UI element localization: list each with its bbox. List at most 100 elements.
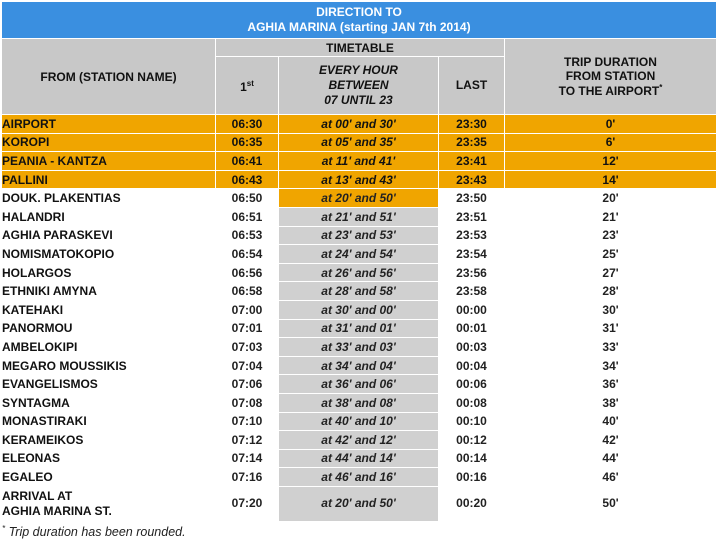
last-departure: 00:08 bbox=[438, 392, 505, 413]
hourly-schedule: at 20' and 50' bbox=[278, 188, 439, 208]
first-departure: 07:20 bbox=[215, 485, 279, 522]
table-row: PANORMOU 07:01 at 31' and 01' 00:01 31' bbox=[1, 318, 717, 339]
direction-subtitle: AGHIA MARINA (starting JAN 7th 2014) bbox=[247, 20, 471, 34]
column-header-first: 1st bbox=[215, 56, 279, 115]
trip-duration: 23' bbox=[504, 225, 717, 246]
last-departure: 23:51 bbox=[438, 206, 505, 227]
first-departure: 07:16 bbox=[215, 467, 279, 487]
trip-duration: 12' bbox=[504, 151, 717, 171]
duration-header-line2: FROM STATION bbox=[565, 69, 656, 83]
last-departure: 00:10 bbox=[438, 411, 505, 432]
column-header-last: LAST bbox=[438, 56, 505, 115]
station-name: AIRPORT bbox=[1, 114, 216, 134]
duration-header-line3: TO THE AIRPORT* bbox=[558, 83, 663, 98]
hourly-schedule: at 23' and 53' bbox=[278, 225, 439, 246]
trip-duration: 0' bbox=[504, 114, 717, 134]
table-row: KOROPI 06:35 at 05' and 35' 23:35 6' bbox=[1, 132, 717, 153]
last-departure: 00:12 bbox=[438, 430, 505, 450]
station-name: KERAMEIKOS bbox=[1, 430, 216, 450]
hourly-schedule: at 26' and 56' bbox=[278, 262, 439, 283]
trip-duration: 34' bbox=[504, 355, 717, 376]
hourly-schedule: at 21' and 51' bbox=[278, 206, 439, 227]
last-departure: 00:14 bbox=[438, 448, 505, 469]
hourly-schedule: at 05' and 35' bbox=[278, 132, 439, 153]
trip-duration: 40' bbox=[504, 411, 717, 432]
first-departure: 06:56 bbox=[215, 262, 279, 283]
table-row: AGHIA PARASKEVI 06:53 at 23' and 53' 23:53 2… bbox=[1, 225, 717, 246]
last-departure: 23:53 bbox=[438, 225, 505, 246]
last-departure: 00:04 bbox=[438, 355, 505, 376]
table-row: EGALEO 07:16 at 46' and 16' 00:16 46' bbox=[1, 467, 717, 487]
table-row: KERAMEIKOS 07:12 at 42' and 12' 00:12 42' bbox=[1, 430, 717, 450]
hourly-schedule: at 33' and 03' bbox=[278, 337, 439, 357]
duration-header-line1: TRIP DURATION bbox=[564, 55, 657, 69]
trip-duration: 27' bbox=[504, 262, 717, 283]
last-departure: 00:20 bbox=[438, 485, 505, 522]
first-departure: 06:53 bbox=[215, 225, 279, 246]
trip-duration: 25' bbox=[504, 244, 717, 264]
timetable-body: AIRPORT 06:30 at 00' and 30' 23:30 0' KOROPI 0… bbox=[1, 114, 717, 522]
trip-duration: 44' bbox=[504, 448, 717, 469]
station-name: AGHIA PARASKEVI bbox=[1, 225, 216, 246]
trip-duration: 6' bbox=[504, 132, 717, 153]
table-row: SYNTAGMA 07:08 at 38' and 08' 00:08 38' bbox=[1, 392, 717, 413]
table-row: PEANIA - KANTZA 06:41 at 11' and 41' 23:41 1… bbox=[1, 151, 717, 171]
station-name: ETHNIKI AMYNA bbox=[1, 281, 216, 301]
station-name: DOUK. PLAKENTIAS bbox=[1, 188, 216, 208]
trip-duration: 28' bbox=[504, 281, 717, 301]
first-departure: 07:08 bbox=[215, 392, 279, 413]
station-name: EVANGELISMOS bbox=[1, 374, 216, 394]
first-departure: 06:58 bbox=[215, 281, 279, 301]
table-row: MONASTIRAKI 07:10 at 40' and 10' 00:10 40' bbox=[1, 411, 717, 432]
trip-duration: 33' bbox=[504, 337, 717, 357]
first-departure: 06:41 bbox=[215, 151, 279, 171]
first-departure: 07:03 bbox=[215, 337, 279, 357]
last-departure: 23:50 bbox=[438, 188, 505, 208]
hourly-schedule: at 40' and 10' bbox=[278, 411, 439, 432]
table-row: AMBELOKIPI 07:03 at 33' and 03' 00:03 33' bbox=[1, 337, 717, 357]
table-row: AIRPORT 06:30 at 00' and 30' 23:30 0' bbox=[1, 114, 717, 134]
station-name: HOLARGOS bbox=[1, 262, 216, 283]
table-row: KATEHAKI 07:00 at 30' and 00' 00:00 30' bbox=[1, 299, 717, 320]
column-header-from: FROM (STATION NAME) bbox=[1, 38, 216, 115]
footnote-asterisk: * bbox=[2, 524, 6, 533]
first-departure: 07:06 bbox=[215, 374, 279, 394]
trip-duration: 21' bbox=[504, 206, 717, 227]
hourly-schedule: at 00' and 30' bbox=[278, 114, 439, 134]
last-departure: 23:41 bbox=[438, 151, 505, 171]
arrival-row: ARRIVAL AT AGHIA MARINA ST. 07:20 at 20' … bbox=[1, 485, 717, 522]
station-name: NOMISMATOKOPIO bbox=[1, 244, 216, 264]
station-name: KOROPI bbox=[1, 132, 216, 153]
table-row: DOUK. PLAKENTIAS 06:50 at 20' and 50' 23:50… bbox=[1, 188, 717, 208]
table-row: NOMISMATOKOPIO 06:54 at 24' and 54' 23:54 25… bbox=[1, 244, 717, 264]
hourly-schedule: at 44' and 14' bbox=[278, 448, 439, 469]
first-departure: 07:00 bbox=[215, 299, 279, 320]
station-name: PALLINI bbox=[1, 169, 216, 190]
station-name: EGALEO bbox=[1, 467, 216, 487]
last-departure: 23:35 bbox=[438, 132, 505, 153]
first-departure: 06:51 bbox=[215, 206, 279, 227]
hourly-schedule: at 38' and 08' bbox=[278, 392, 439, 413]
first-departure: 06:50 bbox=[215, 188, 279, 208]
column-header-every-hour: EVERY HOUR BETWEEN 07 UNTIL 23 bbox=[278, 56, 439, 115]
footnote: * Trip duration has been rounded. bbox=[2, 524, 186, 539]
table-row: ELEONAS 07:14 at 44' and 14' 00:14 44' bbox=[1, 448, 717, 469]
first-departure: 06:35 bbox=[215, 132, 279, 153]
last-departure: 00:01 bbox=[438, 318, 505, 339]
first-departure: 06:54 bbox=[215, 244, 279, 264]
hourly-schedule: at 46' and 16' bbox=[278, 467, 439, 487]
station-name: KATEHAKI bbox=[1, 299, 216, 320]
first-departure: 07:04 bbox=[215, 355, 279, 376]
trip-duration: 20' bbox=[504, 188, 717, 208]
table-row: PALLINI 06:43 at 13' and 43' 23:43 14' bbox=[1, 169, 717, 190]
first-departure: 07:01 bbox=[215, 318, 279, 339]
hourly-schedule: at 31' and 01' bbox=[278, 318, 439, 339]
last-departure: 00:00 bbox=[438, 299, 505, 320]
table-row: HALANDRI 06:51 at 21' and 51' 23:51 21' bbox=[1, 206, 717, 227]
last-departure: 23:58 bbox=[438, 281, 505, 301]
trip-duration: 50' bbox=[504, 485, 717, 522]
station-name: ELEONAS bbox=[1, 448, 216, 469]
table-row: EVANGELISMOS 07:06 at 36' and 06' 00:06 36' bbox=[1, 374, 717, 394]
footnote-text: Trip duration has been rounded. bbox=[5, 525, 186, 540]
